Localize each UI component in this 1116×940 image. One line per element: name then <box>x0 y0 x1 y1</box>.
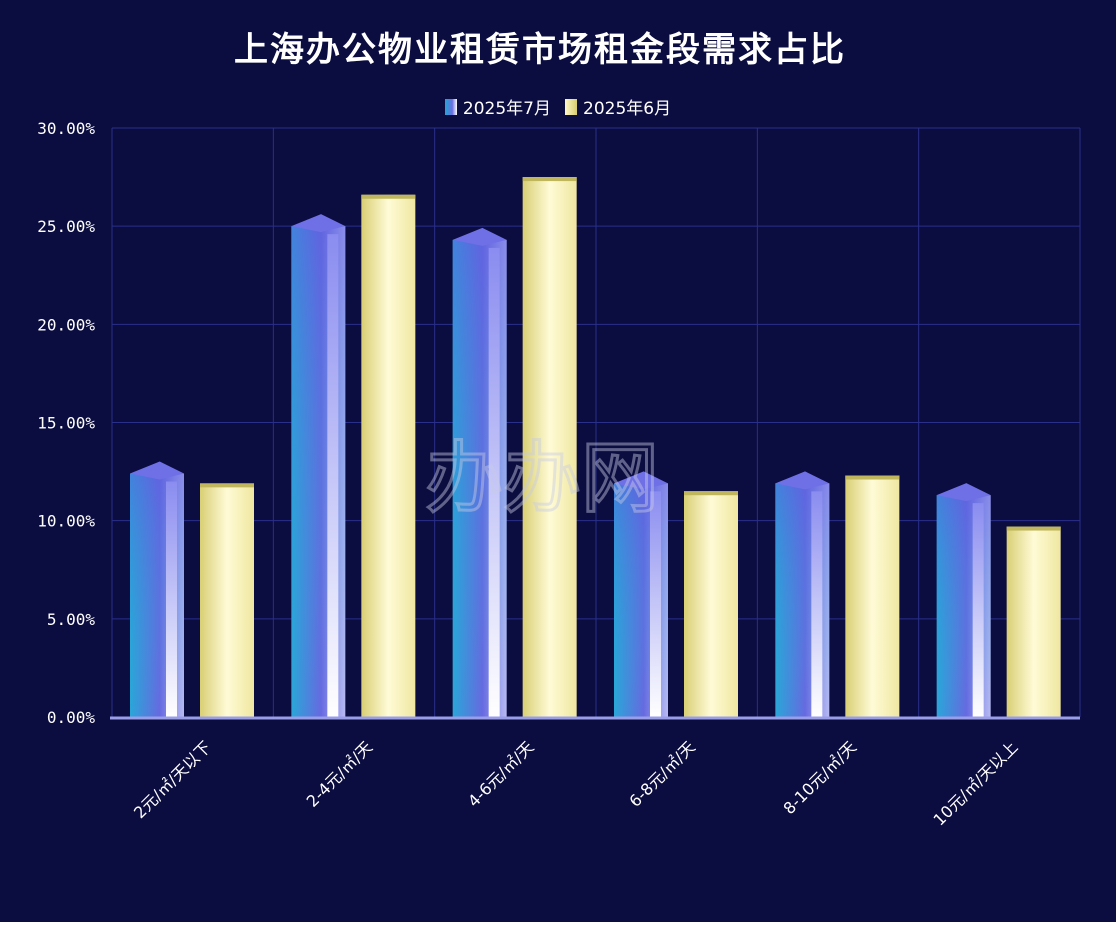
bar-2025-06 <box>522 177 577 718</box>
chart-title: 上海办公物业租赁市场租金段需求占比 <box>234 30 846 70</box>
y-tick-label: 30.00% <box>37 119 95 138</box>
bar-2025-07-highlight <box>650 491 661 717</box>
x-tick-label: 2-4元/㎡/天 <box>303 737 376 810</box>
y-tick-label: 0.00% <box>47 708 96 727</box>
bar-2025-06-cap <box>684 491 738 496</box>
bar-2025-07-highlight <box>166 481 177 717</box>
bar-2025-07 <box>775 471 830 717</box>
bar-2025-06 <box>200 483 254 717</box>
bar-2025-06-cap <box>1006 526 1061 531</box>
legend: 2025年7月 2025年6月 <box>0 94 1116 119</box>
bar-2025-07 <box>452 227 507 717</box>
legend-item-jun: 2025年6月 <box>565 94 671 119</box>
bar-2025-06-body <box>200 483 254 717</box>
legend-swatch-jun <box>565 98 577 115</box>
bar-2025-07-cap <box>452 227 507 246</box>
bar-2025-07 <box>614 471 668 717</box>
bar-2025-07 <box>291 214 346 717</box>
bar-2025-07-cap <box>291 214 346 233</box>
bar-2025-07-highlight <box>811 491 823 717</box>
legend-item-jul: 2025年7月 <box>444 94 551 119</box>
x-tick-label: 4-6元/㎡/天 <box>464 737 537 810</box>
bar-2025-06-cap <box>522 177 577 182</box>
bar-2025-06 <box>1006 526 1061 717</box>
y-tick-label: 25.00% <box>37 217 95 236</box>
bar-2025-06 <box>361 194 416 718</box>
grid-layer <box>111 127 1081 718</box>
bar-2025-06-body <box>1006 526 1061 717</box>
x-tick-label: 10元/㎡/天以上 <box>929 737 1021 829</box>
bar-2025-07-cap <box>614 471 668 490</box>
legend-label-jun: 2025年6月 <box>583 99 672 119</box>
bar-2025-07 <box>936 483 991 717</box>
bar-2025-07-highlight <box>972 503 984 717</box>
y-tick-label: 15.00% <box>37 414 95 433</box>
x-tick-label: 2元/㎡/天以下 <box>130 737 215 822</box>
y-tick-label: 5.00% <box>47 610 96 629</box>
bar-2025-07-cap <box>130 461 184 480</box>
bar-2025-06-cap <box>845 475 900 480</box>
bar-2025-06-cap <box>200 483 254 488</box>
bar-2025-06-body <box>361 194 416 718</box>
x-tick-label: 8-10元/㎡/天 <box>780 737 861 818</box>
x-tick-label: 6-8元/㎡/天 <box>625 737 698 810</box>
bar-2025-06-body <box>522 177 577 718</box>
bar-2025-06-body <box>845 475 900 717</box>
bar-2025-07 <box>130 461 184 717</box>
bar-2025-06-cap <box>361 194 416 199</box>
watermark-text: 办办网 <box>425 434 659 524</box>
bar-2025-06 <box>845 475 900 717</box>
bar-2025-06 <box>684 491 738 717</box>
bar-2025-07-cap <box>775 471 830 490</box>
bars-layer <box>130 177 1061 718</box>
bar-2025-06-body <box>684 491 738 717</box>
legend-swatch-jul <box>444 98 457 115</box>
legend-label-jul: 2025年7月 <box>462 99 551 119</box>
y-tick-label: 10.00% <box>37 512 95 531</box>
bar-2025-07-highlight <box>488 247 500 717</box>
bar-2025-07-cap <box>936 483 991 502</box>
y-tick-label: 20.00% <box>37 315 95 334</box>
bar-2025-07-highlight <box>327 234 339 717</box>
